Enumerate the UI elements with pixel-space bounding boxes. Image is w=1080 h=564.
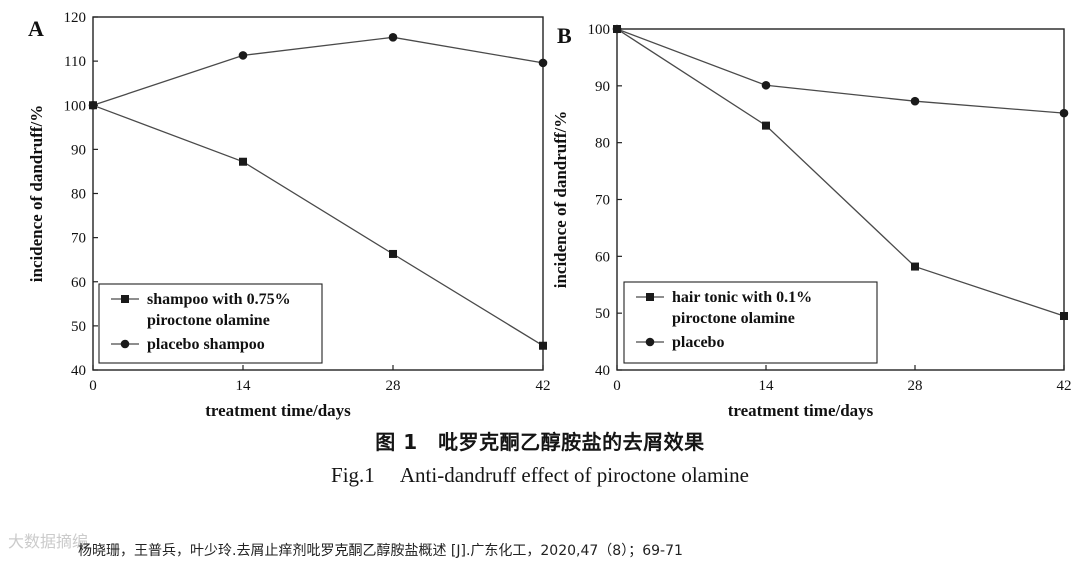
panel-a-chart: A 40 50 60 70 80 90 100 110 120 0 14 28 42 treatment t… — [27, 10, 551, 420]
panel-a-y-tick-label: 50 — [71, 319, 86, 335]
panel-a-x-axis-label: treatment time/days — [205, 401, 351, 420]
panel-b-legend-label: hair tonic with 0.1% — [672, 289, 812, 306]
panel-b-y-tick-label: 70 — [595, 193, 610, 209]
panel-a-x-tick-label: 0 — [89, 378, 97, 394]
panel-a-y-tick-label: 90 — [71, 142, 86, 158]
panel-b-legend-box — [623, 281, 878, 364]
panel-a-series-2-point — [388, 32, 398, 42]
panel-b-chart: B 40 50 60 70 80 90 100 0 14 28 42 treatment time/da… — [551, 22, 1072, 420]
panel-b-x-axis-label: treatment time/days — [728, 401, 874, 420]
panel-b-series-1-point — [1060, 312, 1068, 321]
panel-b-series-1-line — [616, 28, 1065, 317]
panel-a-legend-label: shampoo with 0.75% — [147, 291, 291, 308]
panel-a-x-tick-label: 42 — [536, 378, 551, 394]
panel-a-legend-label: piroctone olamine — [147, 312, 270, 329]
panel-b-legend-marker — [645, 337, 655, 347]
panel-a-legend-box — [98, 283, 323, 364]
panel-b-series-2-point — [1059, 108, 1069, 118]
panel-a-series-2-point — [538, 58, 548, 68]
panel-b-x-tick-label: 0 — [613, 378, 621, 394]
panel-b-x-tick-label: 42 — [1057, 378, 1072, 394]
figure-caption-chinese: 图 1 吡罗克酮乙醇胺盐的去屑效果 — [375, 430, 705, 454]
panel-b-series-1-point — [911, 262, 919, 271]
citation-text: 杨晓珊，王普兵，叶少玲.去屑止痒剂吡罗克酮乙醇胺盐概述 [J].广东化工，202… — [78, 543, 683, 559]
panel-b-series-2-point — [761, 80, 771, 90]
panel-a-y-tick-label: 70 — [71, 231, 86, 247]
panel-a-legend-label: placebo shampoo — [147, 336, 265, 353]
panel-a-y-tick-label: 120 — [64, 10, 87, 26]
panel-b-y-tick-label: 90 — [595, 79, 610, 95]
panel-a-y-tick-label: 80 — [71, 187, 86, 203]
panel-a-y-tick-label: 110 — [64, 54, 86, 70]
panel-b-series-1-point — [762, 121, 770, 130]
panel-b-legend-marker — [646, 293, 654, 301]
panel-a-legend-marker — [120, 339, 130, 349]
panel-a-series-1-line — [92, 104, 544, 347]
panel-b-series-2-point — [910, 96, 920, 106]
figure-caption-english: Fig.1 Anti-dandruff effect of piroctone … — [331, 463, 749, 487]
panel-b-y-axis-label: incidence of dandruff/% — [551, 111, 570, 289]
panel-b-y-tick-label: 50 — [595, 306, 610, 322]
panel-a-legend-marker — [121, 295, 129, 303]
panel-b-legend-label: placebo — [672, 334, 724, 351]
panel-b-y-tick-label: 80 — [595, 136, 610, 152]
panel-b-panel-letter: B — [557, 23, 572, 48]
panel-b-series-2-line — [616, 28, 1065, 114]
panel-b-series-2-point — [612, 24, 622, 34]
panel-a-series-1-point — [389, 249, 397, 258]
panel-a-series-2-point — [88, 100, 98, 110]
panel-b-y-tick-label: 60 — [595, 249, 610, 265]
panel-a-y-tick-label: 100 — [64, 98, 87, 114]
panel-a-series-1-point — [239, 157, 247, 166]
watermark-logo: 大数据摘编 — [8, 532, 89, 551]
panel-b-legend-label: piroctone olamine — [672, 310, 795, 327]
panel-b-y-tick-label: 100 — [588, 22, 611, 38]
panel-a-y-tick-label: 60 — [71, 275, 86, 291]
panel-a-series-2-point — [238, 51, 248, 60]
panel-a-series-1-point — [539, 341, 547, 350]
panel-a-panel-letter: A — [28, 16, 44, 41]
panel-a-x-tick-label: 28 — [386, 378, 401, 394]
panel-a-y-axis-label: incidence of dandruff/% — [27, 105, 46, 283]
panel-a-series-2-line — [92, 36, 544, 106]
panel-a-y-tick-label: 40 — [71, 363, 86, 379]
panel-b-x-tick-label: 28 — [908, 378, 923, 394]
panel-a-x-tick-label: 14 — [236, 378, 252, 394]
panel-b-y-tick-label: 40 — [595, 363, 610, 379]
panel-b-x-tick-label: 14 — [759, 378, 775, 394]
